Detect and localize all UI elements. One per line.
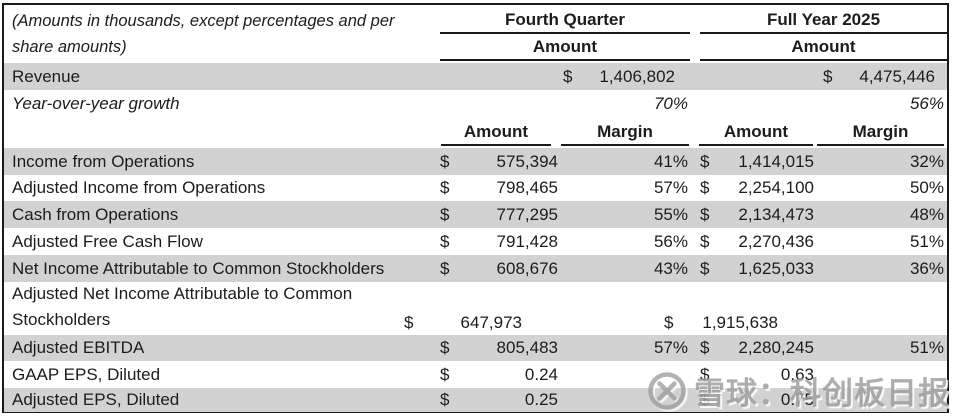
currency-symbol: $ [440, 151, 450, 171]
row-label: Adjusted EPS, Diluted [12, 390, 180, 409]
table-row-gaap-eps: GAAP EPS, Diluted $ 0.24 $ 0.63 [4, 361, 947, 388]
currency-symbol: $ [700, 178, 710, 197]
table-row-net-income: Net Income Attributable to Common Stockh… [4, 255, 947, 282]
q4-amount: 777,295 [496, 204, 558, 224]
row-label: Cash from Operations [12, 204, 179, 224]
metric-header-row: Amount Margin Amount Margin [4, 118, 947, 148]
q4-amount: 0.25 [524, 390, 558, 409]
table-row-income-from-operations: Income from Operations $ 575,394 41% $ 1… [4, 148, 947, 175]
fy-amount: 1,625,033 [738, 258, 814, 278]
currency-symbol: $ [440, 178, 450, 197]
q4-margin-header: Margin [561, 120, 689, 146]
fy-growth-value: 56% [909, 94, 944, 113]
table-row-adjusted-eps: Adjusted EPS, Diluted $ 0.25 $ 0.75 [4, 388, 947, 412]
currency-symbol: $ [563, 66, 573, 86]
q4-amount: 798,465 [496, 178, 558, 197]
table-row-revenue: Revenue $ 1,406,802 $ 4,475,446 [4, 63, 947, 90]
fy-amount: 4,475,446 [859, 66, 935, 86]
full-year-column-group: Full Year 2025 Amount [700, 5, 947, 63]
fy-margin-header: Margin [817, 120, 944, 146]
fy-amount: 2,280,245 [738, 338, 814, 357]
fy-margin: 51% [909, 338, 944, 357]
full-year-title: Full Year 2025 [700, 5, 947, 34]
fy-margin: 50% [909, 178, 944, 197]
fy-margin: 32% [909, 151, 944, 171]
financial-results-table: (Amounts in thousands, except percentage… [2, 3, 949, 413]
row-label: Revenue [12, 66, 81, 86]
currency-symbol: $ [823, 66, 833, 86]
q4-margin: 56% [653, 231, 688, 251]
currency-symbol: $ [700, 204, 710, 224]
row-label: GAAP EPS, Diluted [12, 364, 161, 384]
q4-amount: 805,483 [496, 338, 558, 357]
fy-amount: 2,254,100 [738, 178, 814, 197]
q4-amount: 0.24 [524, 364, 558, 384]
fy-amount-header: Amount [699, 120, 813, 146]
row-label: Income from Operations [12, 151, 195, 171]
fy-amount: 1,915,638 [702, 313, 778, 332]
table-row-adjusted-income-from-operations: Adjusted Income from Operations $ 798,46… [4, 175, 947, 201]
row-label: Adjusted Free Cash Flow [12, 231, 203, 251]
q4-margin: 57% [653, 178, 688, 197]
fy-amount: 1,414,015 [738, 151, 814, 171]
fy-amount: 0.75 [780, 390, 814, 409]
full-year-amount-header: Amount [700, 34, 947, 61]
table-row-adjusted-free-cash-flow: Adjusted Free Cash Flow $ 791,428 56% $ … [4, 228, 947, 255]
currency-symbol: $ [440, 231, 450, 251]
amounts-note-line2: share amounts) [12, 38, 127, 56]
q4-amount: 608,676 [496, 258, 558, 278]
q4-margin: 43% [653, 258, 688, 278]
fy-amount: 2,270,436 [738, 231, 814, 251]
currency-symbol: $ [700, 364, 710, 384]
row-label: Year-over-year growth [12, 94, 180, 113]
row-label: Adjusted EBITDA [12, 338, 145, 357]
q4-amount: 1,406,802 [599, 66, 675, 86]
q4-growth-value: 70% [653, 94, 688, 113]
row-label: Adjusted Income from Operations [12, 178, 266, 197]
q4-amount: 791,428 [496, 231, 558, 251]
row-label: Adjusted Net Income Attributable to Comm… [12, 284, 353, 329]
q4-margin: 57% [653, 338, 688, 357]
currency-symbol: $ [700, 338, 710, 357]
currency-symbol: $ [440, 364, 450, 384]
table-row-yoy-growth: Year-over-year growth 70% 56% [4, 90, 947, 118]
q4-margin: 41% [653, 151, 688, 171]
q4-margin: 55% [653, 204, 688, 224]
table-row-cash-from-operations: Cash from Operations $ 777,295 55% $ 2,1… [4, 201, 947, 228]
q4-amount: 575,394 [496, 151, 558, 171]
fy-margin: 51% [909, 231, 944, 251]
table-row-adjusted-net-income: Adjusted Net Income Attributable to Comm… [4, 282, 947, 335]
q4-amount-header: Amount [441, 120, 551, 146]
currency-symbol: $ [404, 313, 414, 332]
fy-margin: 48% [909, 204, 944, 224]
fourth-quarter-column-group: Fourth Quarter Amount [440, 5, 690, 63]
fourth-quarter-title: Fourth Quarter [440, 5, 690, 34]
currency-symbol: $ [700, 151, 710, 171]
currency-symbol: $ [700, 231, 710, 251]
q4-amount: 647,973 [460, 313, 522, 332]
currency-symbol: $ [700, 390, 710, 409]
currency-symbol: $ [664, 313, 674, 332]
row-label: Net Income Attributable to Common Stockh… [12, 258, 385, 278]
table-header: (Amounts in thousands, except percentage… [4, 5, 947, 63]
currency-symbol: $ [440, 204, 450, 224]
currency-symbol: $ [440, 390, 450, 409]
fourth-quarter-amount-header: Amount [440, 34, 690, 61]
currency-symbol: $ [440, 338, 450, 357]
currency-symbol: $ [700, 258, 710, 278]
fy-margin: 36% [909, 258, 944, 278]
currency-symbol: $ [440, 258, 450, 278]
fy-amount: 2,134,473 [738, 204, 814, 224]
fy-amount: 0.63 [780, 364, 814, 384]
amounts-note-line1: (Amounts in thousands, except percentage… [12, 12, 395, 30]
table-row-adjusted-ebitda: Adjusted EBITDA $ 805,483 57% $ 2,280,24… [4, 335, 947, 361]
amounts-note: (Amounts in thousands, except percentage… [12, 8, 395, 60]
